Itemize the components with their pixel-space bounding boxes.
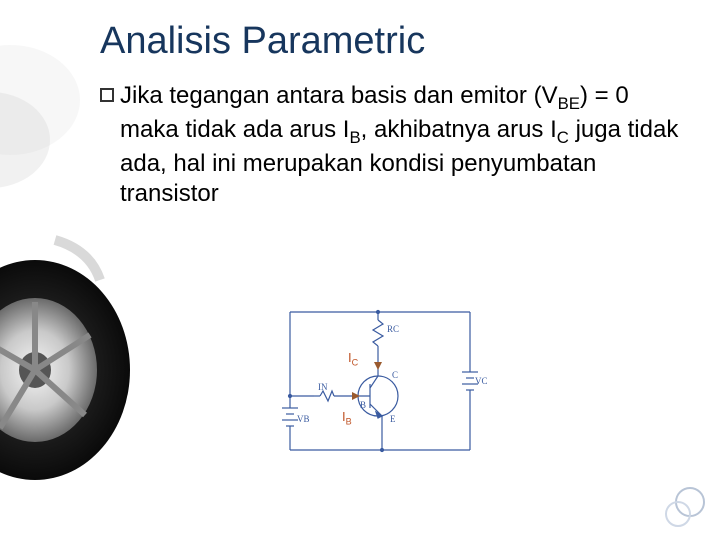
text-sub: BE — [558, 94, 580, 113]
label-ib-sub: B — [346, 417, 352, 427]
label-ic: IC — [348, 350, 358, 368]
label-b: B — [360, 400, 366, 410]
label-vc: VC — [475, 376, 488, 386]
body-text: Jika tegangan antara basis dan emitor (V… — [120, 81, 690, 209]
text-part: , akhibatnya arus I — [361, 116, 557, 143]
page-title: Analisis Parametric — [100, 20, 690, 63]
label-rc: RC — [387, 324, 399, 334]
text-part: Jika tegangan antara basis dan emitor (V — [120, 82, 558, 109]
label-ib: IB — [342, 409, 352, 427]
text-sub: B — [349, 128, 360, 147]
bullet-item: Jika tegangan antara basis dan emitor (V… — [100, 81, 690, 209]
label-c: C — [392, 370, 398, 380]
circuit-diagram: RC C B E IN VB VC IC IB — [270, 300, 490, 470]
text-sub: C — [557, 128, 569, 147]
corner-circles-icon — [662, 484, 706, 528]
label-in: IN — [318, 382, 328, 392]
label-vb: VB — [297, 414, 310, 424]
label-e: E — [390, 414, 396, 424]
label-ic-sub: C — [352, 358, 359, 368]
bullet-square-icon — [100, 88, 114, 102]
